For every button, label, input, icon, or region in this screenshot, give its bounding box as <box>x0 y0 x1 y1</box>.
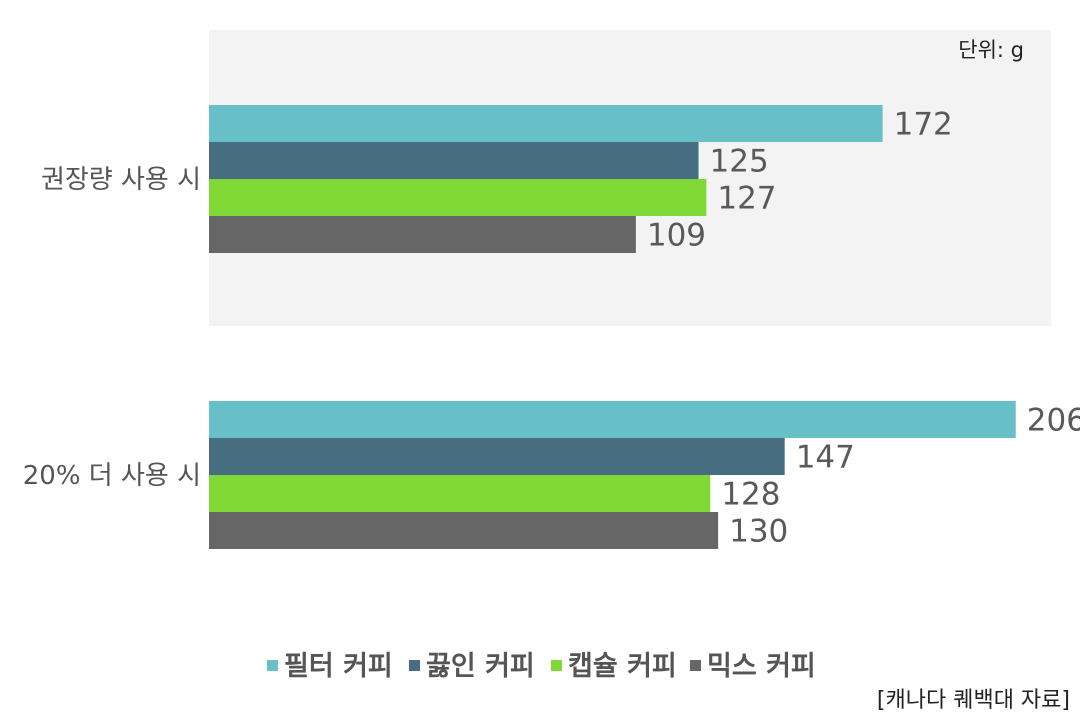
bar <box>209 179 707 216</box>
data-label: 127 <box>717 181 776 217</box>
bar <box>209 512 719 549</box>
legend-swatch <box>551 660 562 671</box>
data-label: 130 <box>729 514 788 550</box>
legend-label: 필터 커피 <box>284 651 393 682</box>
unit-label: 단위: g <box>958 38 1024 62</box>
bar <box>209 216 636 253</box>
data-label: 147 <box>796 440 855 476</box>
legend-swatch <box>690 660 701 671</box>
bar <box>209 105 883 142</box>
bar <box>209 475 711 512</box>
legend: 필터 커피 끓인 커피 캡슐 커피 믹스 커피 <box>267 651 816 682</box>
bar <box>209 142 699 179</box>
legend-label: 믹스 커피 <box>707 651 816 682</box>
legend-swatch <box>267 660 278 671</box>
data-label: 206 <box>1027 403 1080 439</box>
data-label: 125 <box>710 144 769 180</box>
legend-label: 캡슐 커피 <box>568 651 677 682</box>
data-label: 172 <box>894 107 953 143</box>
legend-label: 끓인 커피 <box>426 651 535 682</box>
legend-swatch <box>409 660 420 671</box>
bar <box>209 438 785 475</box>
bar <box>209 401 1016 438</box>
category-label: 20% 더 사용 시 <box>23 461 201 491</box>
data-label: 128 <box>721 477 780 513</box>
data-label: 109 <box>647 218 706 254</box>
source-label: [캐나다 퀘백대 자료] <box>877 688 1070 713</box>
category-label: 권장량 사용 시 <box>41 165 201 195</box>
